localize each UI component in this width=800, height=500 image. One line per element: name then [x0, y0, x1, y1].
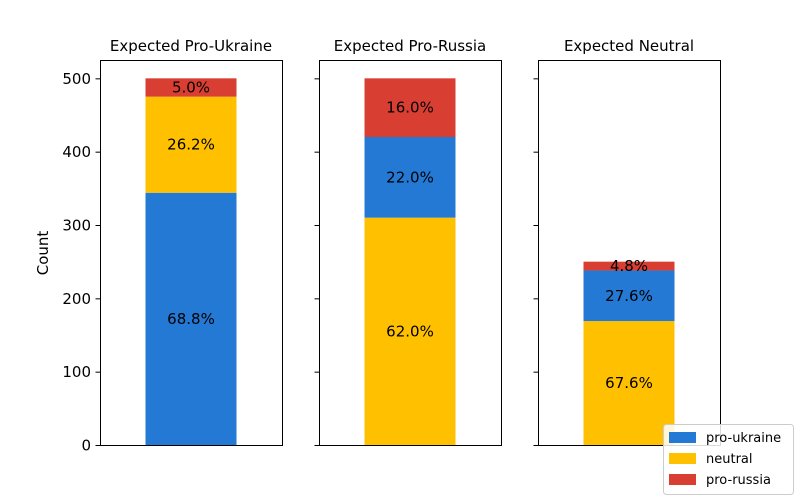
y-tick-label: 400: [62, 143, 91, 161]
y-tick-label: 500: [62, 70, 91, 88]
data-label: 26.2%: [167, 136, 215, 154]
data-label: 4.8%: [610, 257, 648, 275]
bar-segment-pro-ukraine: [583, 270, 675, 322]
panel-frame: [538, 60, 721, 446]
legend-swatch-pro-russia: [669, 474, 696, 485]
bar-segment-pro-russia: [364, 78, 456, 137]
bar-segment-pro-russia: [583, 261, 675, 271]
legend-label: neutral: [706, 452, 753, 467]
data-label: 27.6%: [605, 287, 653, 305]
data-label: 5.0%: [172, 79, 210, 97]
legend-swatch-neutral: [669, 453, 696, 464]
panel-3: Expected Neutral 67.6% 27.6% 4.8%: [533, 37, 721, 446]
panel-title: Expected Pro-Ukraine: [110, 37, 272, 55]
data-label: 68.8%: [167, 310, 215, 328]
data-label: 22.0%: [386, 168, 434, 186]
legend: pro-ukraine neutral pro-russia: [663, 424, 794, 495]
data-label: 62.0%: [386, 322, 434, 340]
bar-segment-pro-ukraine: [364, 137, 456, 218]
data-label: 67.6%: [605, 374, 653, 392]
y-tick-label: 200: [62, 290, 91, 308]
panel-1: Expected Pro-Ukraine 68.8% 26.2% 5.0% 0 100 20…: [62, 37, 283, 455]
legend-swatch-pro-ukraine: [669, 432, 696, 443]
panel-2: Expected Pro-Russia 62.0% 22.0% 16.0%: [314, 37, 502, 446]
panel-frame: [100, 60, 283, 446]
chart-panels: Expected Pro-Ukraine 68.8% 26.2% 5.0% 0 100 20…: [62, 37, 721, 455]
bar-segment-pro-russia: [145, 78, 237, 97]
bar-segment-neutral: [145, 96, 237, 193]
bar-segment-neutral: [583, 321, 675, 445]
y-tick-label: 0: [81, 437, 91, 455]
bar-segment-pro-ukraine: [145, 192, 237, 445]
legend-label: pro-ukraine: [706, 431, 781, 446]
panel-title: Expected Pro-Russia: [334, 37, 486, 55]
y-tick-label: 100: [62, 363, 91, 381]
y-axis-label: Count: [34, 231, 52, 276]
legend-label: pro-russia: [706, 473, 771, 488]
panel-title: Expected Neutral: [564, 37, 694, 55]
panel-frame: [319, 60, 502, 446]
y-tick-label: 300: [62, 217, 91, 235]
data-label: 16.0%: [386, 99, 434, 117]
bar-segment-neutral: [364, 217, 456, 445]
